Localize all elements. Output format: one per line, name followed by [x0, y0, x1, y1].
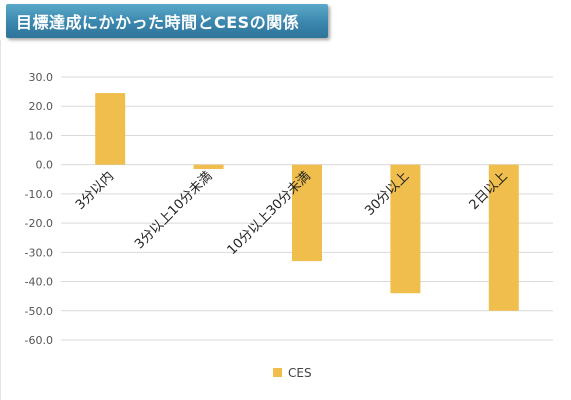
- bar: [95, 93, 126, 165]
- y-tick-label: -20.0: [25, 217, 53, 230]
- y-tick-label: -40.0: [25, 276, 53, 289]
- y-tick-label: 30.0: [29, 71, 54, 84]
- chart-area: 30.0 20.0 10.0 0.0 -10.0 -20.0 -30.0 -40.0 -50.0…: [0, 40, 571, 400]
- bar: [390, 164, 421, 294]
- y-tick-label: 0.0: [36, 159, 54, 172]
- legend-swatch: [273, 368, 282, 377]
- y-tick-label: -10.0: [25, 188, 53, 201]
- bar-chart: 30.0 20.0 10.0 0.0 -10.0 -20.0 -30.0 -40.0 -50.0…: [25, 71, 553, 380]
- chart-title: 目標達成にかかった時間とCESの関係: [16, 13, 300, 32]
- bar: [193, 164, 224, 170]
- legend-label: CES: [288, 366, 312, 380]
- chart-title-banner: 目標達成にかかった時間とCESの関係: [6, 4, 328, 38]
- x-tick-label: 3分以上10分未満: [132, 169, 215, 252]
- x-tick-label: 3分以内: [72, 168, 117, 213]
- y-tick-label: 20.0: [29, 100, 54, 113]
- y-tick-label: -30.0: [25, 246, 53, 259]
- y-tick-label: -50.0: [25, 305, 53, 318]
- bar: [488, 164, 519, 311]
- y-tick-label: -60.0: [25, 334, 53, 347]
- bar: [292, 164, 322, 262]
- y-tick-label: 10.0: [29, 129, 54, 142]
